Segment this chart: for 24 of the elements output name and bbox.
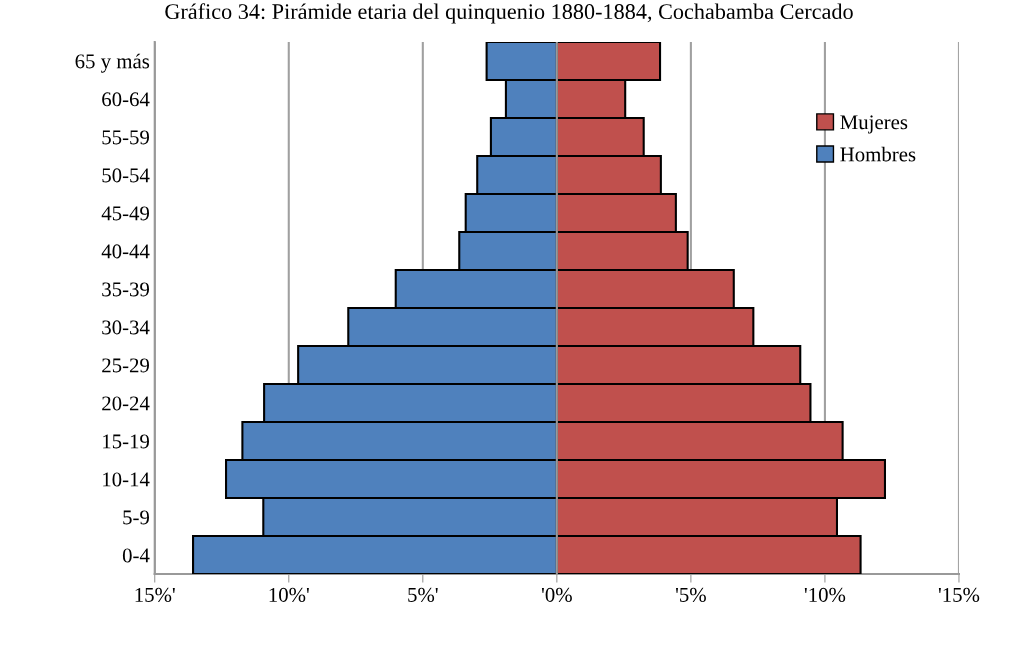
y-tick-label: 45-49 bbox=[101, 206, 150, 221]
y-tick-label: 60-64 bbox=[102, 92, 150, 107]
chart-title: Gráfico 34: Pirámide etaria del quinquenio 1880-1884, Cochabamba Cercado bbox=[165, 3, 853, 24]
x-tick-label: 5%' bbox=[408, 587, 438, 602]
x-tick-label: '15% bbox=[938, 587, 980, 602]
y-tick-label: 30-34 bbox=[102, 320, 150, 335]
y-tick-label: 40-44 bbox=[101, 244, 150, 259]
legend-label: Mujeres bbox=[840, 115, 908, 134]
y-tick-label: 10-14 bbox=[103, 472, 150, 487]
y-tick-label: 15-19 bbox=[103, 434, 150, 449]
legend-label: Hombres bbox=[840, 146, 916, 162]
y-tick-label: 35-39 bbox=[102, 282, 150, 297]
x-tick-label: '5% bbox=[676, 587, 706, 602]
y-tick-label: 65 y más bbox=[75, 53, 150, 73]
y-tick-label: 0-4 bbox=[122, 548, 150, 563]
y-tick-label: 50-54 bbox=[102, 168, 150, 183]
x-tick-label: '10% bbox=[804, 587, 846, 602]
y-tick-label: 5-9 bbox=[123, 510, 150, 525]
y-tick-label: 20-24 bbox=[102, 396, 150, 411]
y-tick-label: 25-29 bbox=[102, 358, 150, 373]
x-tick-label: '0% bbox=[541, 587, 572, 602]
y-tick-label: 55-59 bbox=[102, 130, 150, 145]
x-tick-label: 15%' bbox=[135, 587, 175, 602]
x-tick-label: 10%' bbox=[269, 587, 309, 602]
